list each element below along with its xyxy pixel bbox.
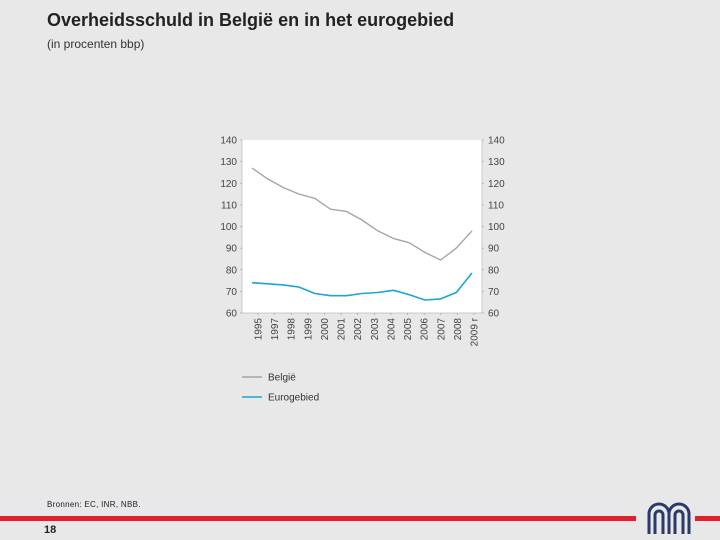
legend-label-eurogebied: Eurogebied: [268, 393, 319, 404]
legend-label-belgie: België: [268, 373, 296, 384]
footer-red-bar: [0, 516, 636, 521]
x-tick-label: 1999: [303, 318, 314, 341]
right-tick-label: 60: [488, 309, 500, 320]
right-tick-label: 110: [488, 200, 504, 211]
right-tick-label: 100: [488, 222, 505, 233]
x-tick-label: 2004: [386, 318, 397, 341]
right-tick-label: 140: [488, 136, 505, 147]
nbb-logo-icon: [647, 502, 691, 534]
x-tick-label: 2006: [420, 318, 431, 341]
x-tick-label: 2003: [370, 318, 381, 341]
left-tick-label: 140: [220, 136, 237, 147]
x-tick-label: 2007: [436, 318, 447, 341]
x-tick-label: 2008: [453, 318, 464, 341]
right-tick-label: 130: [488, 157, 505, 168]
left-tick-label: 90: [226, 244, 238, 255]
left-tick-label: 70: [226, 287, 238, 298]
left-tick-label: 100: [220, 222, 237, 233]
right-tick-label: 80: [488, 265, 500, 276]
x-tick-label: 1995: [254, 318, 265, 341]
x-tick-label: 2005: [403, 318, 414, 341]
left-tick-label: 60: [226, 309, 238, 320]
slide-subtitle: (in procenten bbp): [47, 37, 145, 51]
x-tick-label: 2002: [353, 318, 364, 341]
right-tick-label: 70: [488, 287, 500, 298]
series-line-eurogebied: [251, 272, 473, 301]
right-tick-label: 90: [488, 244, 500, 255]
left-tick-label: 130: [220, 157, 237, 168]
page-number: 18: [44, 524, 57, 536]
x-tick-label: 2001: [337, 318, 348, 341]
x-tick-label: 1998: [287, 318, 298, 341]
source-note: Bronnen: EC, INR, NBB.: [47, 500, 141, 509]
x-tick-label: 1997: [270, 318, 281, 341]
plot-area: [242, 140, 482, 313]
series-line-belgie: [251, 167, 473, 261]
left-tick-label: 120: [220, 179, 237, 190]
x-tick-label: 2009 r: [470, 317, 481, 346]
left-tick-label: 80: [226, 265, 238, 276]
left-tick-label: 110: [221, 200, 237, 211]
x-tick-label: 2000: [320, 318, 331, 341]
right-tick-label: 120: [488, 179, 505, 190]
slide-title: Overheidsschuld in België en in het euro…: [47, 10, 455, 30]
footer-red-bar-end: [695, 516, 720, 521]
